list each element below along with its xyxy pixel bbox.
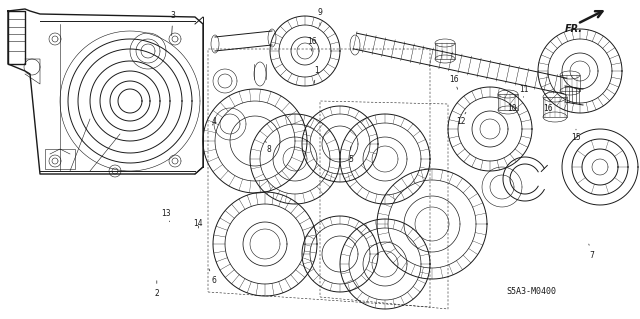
- Text: 16: 16: [449, 75, 460, 89]
- Text: S5A3-M0400: S5A3-M0400: [506, 287, 556, 296]
- Text: 5: 5: [348, 147, 353, 164]
- Text: 16: 16: [543, 104, 553, 113]
- Text: 10: 10: [507, 104, 517, 113]
- Text: 16: 16: [307, 37, 317, 51]
- Bar: [560, 75, 580, 91]
- Bar: [543, 97, 567, 117]
- Text: 3: 3: [170, 11, 175, 35]
- Text: FR.: FR.: [564, 24, 582, 34]
- Text: 13: 13: [161, 209, 172, 222]
- Bar: [45, 149, 75, 169]
- Text: 6: 6: [209, 269, 216, 285]
- Text: 1: 1: [314, 66, 319, 83]
- Bar: [498, 94, 518, 110]
- Text: 12: 12: [456, 112, 466, 126]
- Text: 7: 7: [589, 244, 595, 260]
- Text: 2: 2: [154, 281, 159, 298]
- Text: 4: 4: [212, 117, 217, 126]
- Bar: [435, 43, 455, 59]
- Text: 14: 14: [193, 219, 204, 228]
- Text: 9: 9: [317, 8, 323, 26]
- Text: 8: 8: [266, 141, 271, 154]
- Text: 15: 15: [571, 129, 581, 142]
- Text: 11: 11: [519, 85, 528, 97]
